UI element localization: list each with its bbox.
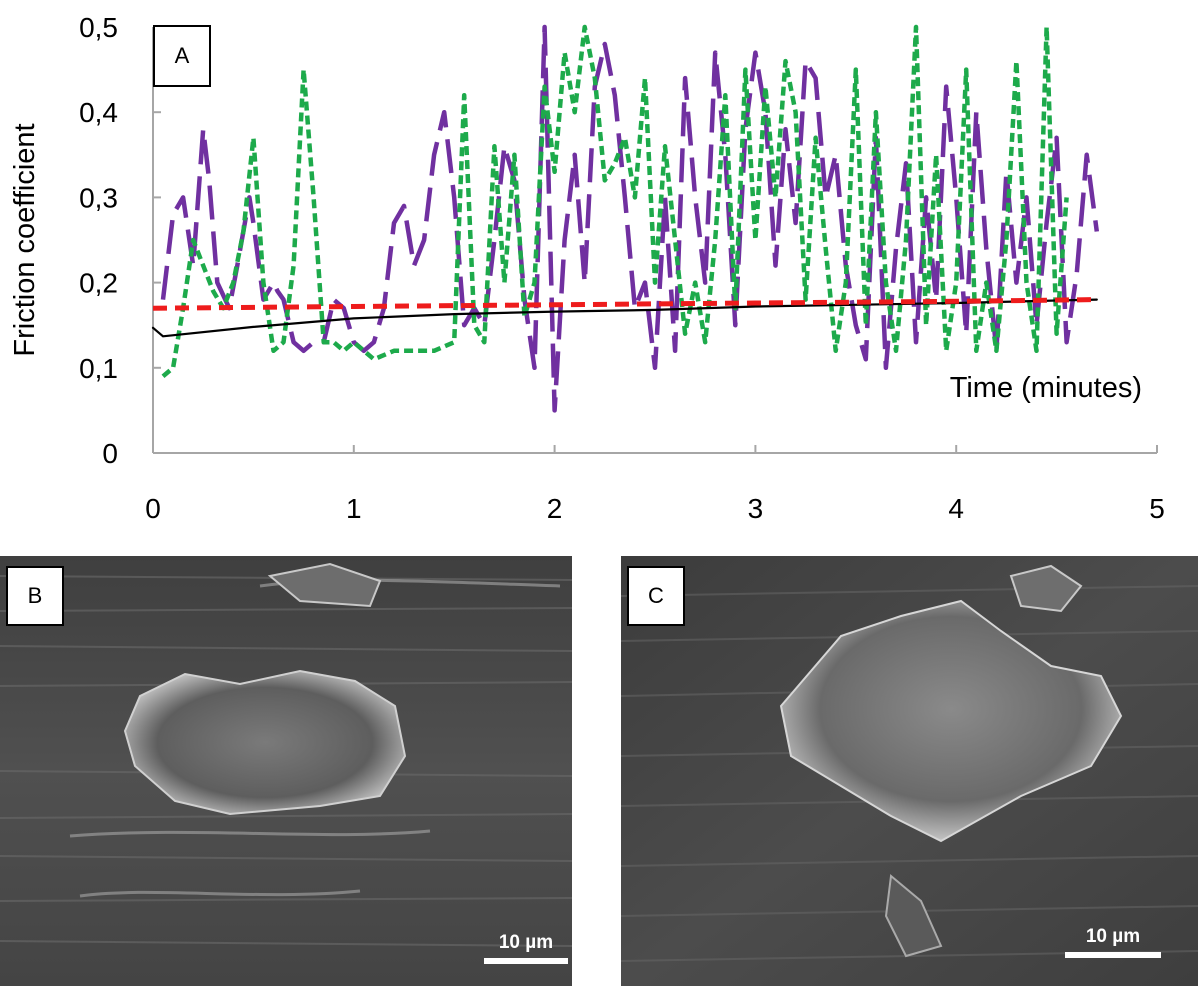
panel-a-label: A xyxy=(153,25,211,87)
series-line-dotted xyxy=(161,24,1069,379)
y-tick-label-2: 0,2 xyxy=(79,268,118,299)
scale-bar-c: 10 µm xyxy=(1065,926,1161,958)
scale-bar-b: 10 µm xyxy=(484,932,568,964)
x-tick-label-2: 2 xyxy=(547,493,563,524)
chart-svg: 0 1 2 3 4 5 0 0,1 0,2 0,3 0,4 0,5 Friction coefficie… xyxy=(9,12,1165,524)
sem-texture-c xyxy=(621,556,1198,986)
scale-bar-b-line xyxy=(484,958,568,964)
scale-bar-b-label: 10 µm xyxy=(498,932,554,953)
sem-texture-b xyxy=(0,556,572,986)
x-axis-title: Time (minutes) xyxy=(950,372,1142,404)
y-tick-label-0: 0 xyxy=(102,438,118,469)
y-tick-label-4: 0,4 xyxy=(79,97,118,128)
x-tick-label-5: 5 xyxy=(1149,493,1165,524)
x-tick-label-0: 0 xyxy=(145,493,161,524)
y-axis-title: Friction coefficient xyxy=(9,123,41,356)
y-tick-label-3: 0,3 xyxy=(79,182,118,213)
sem-image-b: B 10 µm xyxy=(0,556,572,986)
y-tick-label-5: 0,5 xyxy=(79,12,118,43)
scale-bar-c-line xyxy=(1065,952,1161,958)
scale-bar-c-label: 10 µm xyxy=(1085,926,1141,947)
series-layer xyxy=(151,24,1100,413)
panel-c-label: C xyxy=(627,566,685,626)
y-tick-label-1: 0,1 xyxy=(79,353,118,384)
x-tick-label-1: 1 xyxy=(346,493,362,524)
panel-b-label: B xyxy=(6,566,64,626)
x-tick-label-3: 3 xyxy=(748,493,764,524)
sem-image-c: C 10 µm xyxy=(621,556,1198,986)
friction-chart: 0 1 2 3 4 5 0 0,1 0,2 0,3 0,4 0,5 Friction coefficie… xyxy=(9,12,1165,524)
x-tick-label-4: 4 xyxy=(948,493,964,524)
text-layer: 0 1 2 3 4 5 0 0,1 0,2 0,3 0,4 0,5 Friction coefficie… xyxy=(9,12,1165,524)
series-line-dashed xyxy=(152,297,1097,311)
